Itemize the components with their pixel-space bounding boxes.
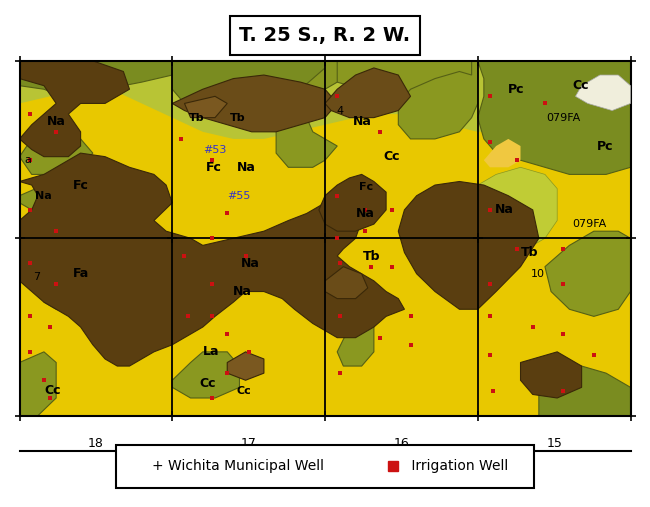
Text: 17: 17 <box>240 437 257 450</box>
Text: Na: Na <box>356 207 374 220</box>
Polygon shape <box>172 75 337 132</box>
Polygon shape <box>172 61 325 111</box>
Text: Pc: Pc <box>508 83 525 96</box>
Polygon shape <box>44 256 142 316</box>
Polygon shape <box>185 96 228 118</box>
Text: Fc: Fc <box>73 178 89 192</box>
Polygon shape <box>276 61 337 167</box>
Text: Cc: Cc <box>573 79 589 92</box>
Polygon shape <box>20 160 117 210</box>
Text: 079FA: 079FA <box>546 113 580 123</box>
Polygon shape <box>398 182 539 309</box>
FancyBboxPatch shape <box>116 445 534 488</box>
Text: Fa: Fa <box>73 267 90 280</box>
Polygon shape <box>575 75 630 111</box>
Polygon shape <box>20 61 172 96</box>
Polygon shape <box>325 267 368 299</box>
Polygon shape <box>20 153 404 366</box>
Text: Cc: Cc <box>383 150 400 163</box>
Polygon shape <box>20 61 630 139</box>
Text: Na: Na <box>47 115 66 128</box>
Text: 10: 10 <box>531 269 545 279</box>
Text: Cc: Cc <box>200 377 216 390</box>
Polygon shape <box>227 352 264 380</box>
Text: a: a <box>25 155 31 165</box>
Text: Tb: Tb <box>230 113 246 123</box>
Text: Cc: Cc <box>237 386 251 396</box>
Text: 079FA: 079FA <box>573 219 606 229</box>
Polygon shape <box>172 352 239 398</box>
Polygon shape <box>478 61 630 174</box>
Text: Na: Na <box>495 203 514 216</box>
Polygon shape <box>20 352 56 416</box>
Text: Na: Na <box>352 115 371 128</box>
Text: 18: 18 <box>88 437 104 450</box>
Text: Tb: Tb <box>189 113 205 123</box>
Text: Tb: Tb <box>521 246 538 259</box>
Polygon shape <box>337 316 374 366</box>
Polygon shape <box>325 61 472 96</box>
Text: Fc: Fc <box>359 182 372 192</box>
Polygon shape <box>20 61 129 157</box>
Text: 15: 15 <box>546 437 562 450</box>
Polygon shape <box>398 61 478 139</box>
Polygon shape <box>472 167 557 252</box>
Text: + Wichita Municipal Well: + Wichita Municipal Well <box>152 459 324 474</box>
Polygon shape <box>20 132 93 174</box>
Text: #55: #55 <box>227 191 251 201</box>
Text: La: La <box>203 345 219 358</box>
Text: Pc: Pc <box>597 139 614 153</box>
Polygon shape <box>539 366 630 416</box>
Polygon shape <box>521 352 582 398</box>
Polygon shape <box>484 139 521 167</box>
Polygon shape <box>319 174 386 231</box>
Text: T. 25 S., R. 2 W.: T. 25 S., R. 2 W. <box>239 26 411 45</box>
Text: Na: Na <box>35 191 51 201</box>
Text: Irrigation Well: Irrigation Well <box>407 459 508 474</box>
Text: #53: #53 <box>203 144 226 155</box>
Text: Tb: Tb <box>363 249 380 263</box>
Polygon shape <box>325 68 411 118</box>
Text: Na: Na <box>233 285 252 298</box>
Text: Fc: Fc <box>206 161 222 174</box>
Text: 16: 16 <box>393 437 410 450</box>
Text: Cc: Cc <box>44 384 60 397</box>
Text: Na: Na <box>237 161 255 174</box>
Text: 4: 4 <box>336 105 343 116</box>
Text: Na: Na <box>240 257 259 270</box>
Text: 7: 7 <box>33 272 40 282</box>
Polygon shape <box>545 231 630 316</box>
